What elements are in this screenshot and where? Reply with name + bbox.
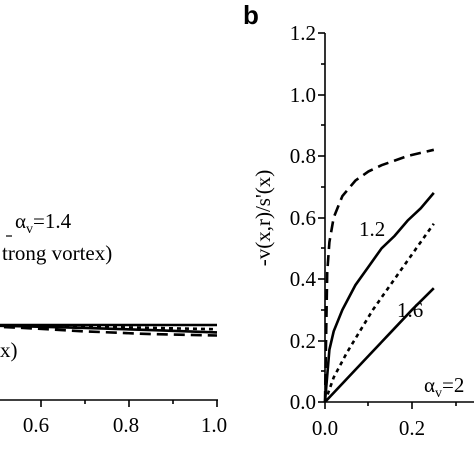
left-x-tick-label: 0.8 — [113, 413, 139, 437]
alpha-subscript: v — [435, 386, 442, 401]
chart-b-series-3-dotted — [323, 222, 435, 403]
panel-label: b — [243, 0, 259, 30]
left-x-annotation: x) — [0, 338, 18, 362]
x-ticks: 0.0 0.2 — [312, 402, 457, 440]
y-tick-label: 0.2 — [290, 329, 316, 353]
alpha-symbol: α — [424, 373, 435, 397]
left-x-tick-label: 1.0 — [201, 413, 227, 437]
left-chart: 0.6 0.8 1.0 αv=1.4 trong vortex) x) — [0, 209, 227, 437]
alpha-symbol: α — [15, 209, 26, 233]
left-vortex-annotation: trong vortex) — [2, 241, 112, 265]
y-tick-label: 0.4 — [290, 267, 317, 291]
y-tick-label: 0.6 — [290, 206, 316, 230]
y-tick-label: 0.0 — [290, 390, 316, 414]
y-tick-label: 1.0 — [290, 83, 316, 107]
y-tick-labels: 0.0 0.2 0.4 0.6 0.8 1.0 1.2 — [290, 21, 317, 414]
chart-b: b -v(x,r)/s'(x) 0.0 0.2 — [243, 0, 474, 440]
curve-label-alpha-2: αv=2 — [424, 373, 464, 401]
y-tick-label: 1.2 — [290, 21, 316, 45]
chart-b-series-1-dashed — [323, 148, 435, 403]
left-curves — [0, 323, 218, 337]
left-series-2-solid — [0, 324, 218, 334]
x-tick-label: 0.2 — [399, 416, 425, 440]
left-alpha-annotation: αv=1.4 — [15, 209, 72, 237]
chart-b-series-2-solid — [323, 192, 435, 403]
x-tick-label: 0.0 — [312, 416, 338, 440]
y-axis-label: -v(x,r)/s'(x) — [251, 170, 275, 267]
alpha-value: =2 — [442, 373, 464, 397]
y-tick-label: 0.8 — [290, 144, 316, 168]
curve-label-1-2: 1.2 — [359, 217, 385, 241]
alpha-value: =1.4 — [33, 209, 72, 233]
chart-b-curves — [323, 148, 435, 403]
left-x-tick-label: 0.6 — [23, 413, 49, 437]
chart-b-series-4-solid — [324, 287, 435, 403]
alpha-subscript: v — [26, 222, 33, 237]
y-ticks — [318, 32, 325, 403]
